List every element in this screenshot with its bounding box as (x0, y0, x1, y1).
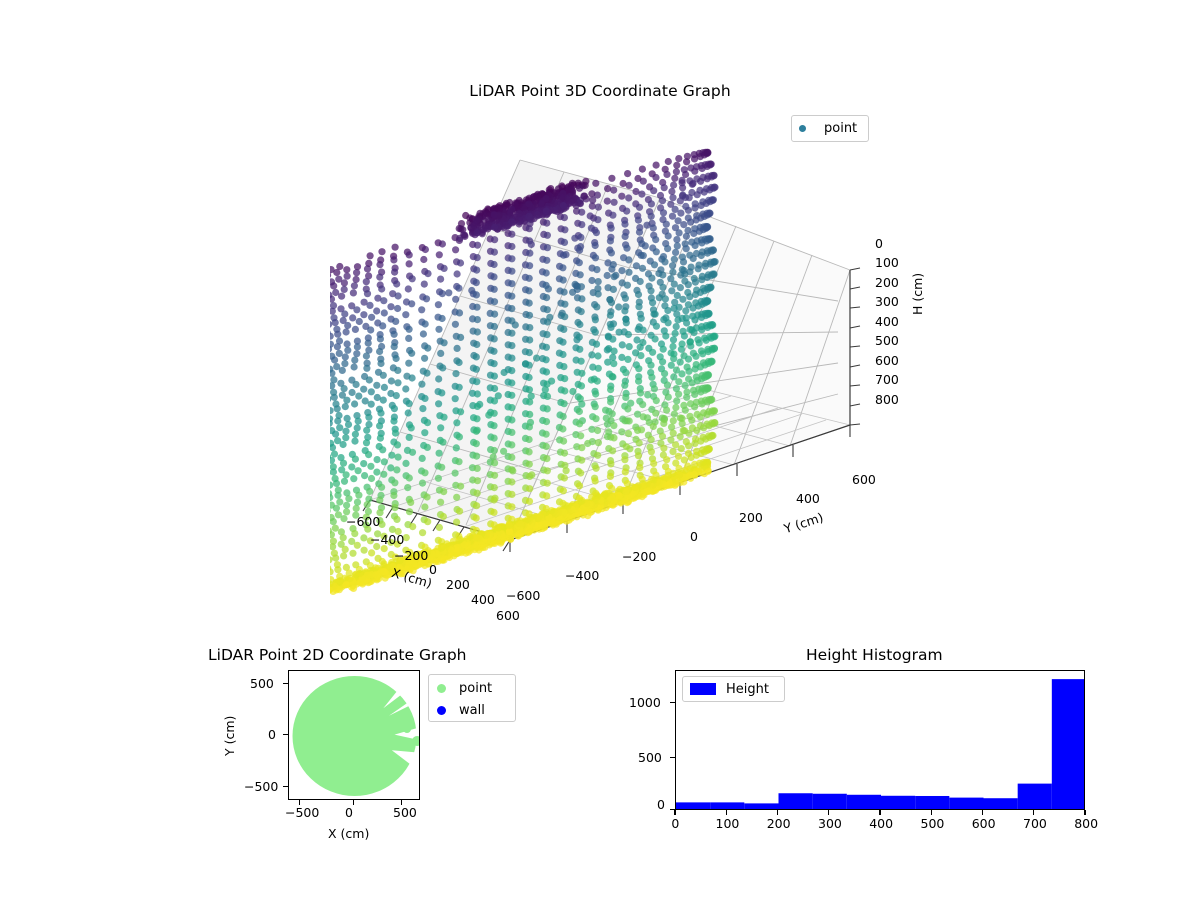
z-axis-label: H (cm) (910, 273, 925, 315)
plot2d-x-tickmark-500 (401, 800, 402, 805)
y-tick-200: 200 (739, 510, 763, 525)
histogram-title: Height Histogram (806, 646, 943, 664)
plot2d-y-tick-0: 0 (268, 727, 276, 742)
plot2d-x-tickmark-0 (353, 800, 354, 805)
y-tick-600: 600 (852, 472, 876, 487)
z-tick-0: 0 (875, 236, 883, 251)
plot2d-y-tick-neg500: −500 (244, 779, 278, 794)
plot3d-z-ticks (850, 268, 860, 425)
plot2d-point-cloud (293, 671, 421, 796)
z-tick-400: 400 (875, 314, 899, 329)
plot2d-y-tickmark-500 (283, 683, 288, 684)
hist-x-tickmark-300 (828, 810, 829, 815)
hist-x-tickmark-700 (1033, 810, 1034, 815)
legend-label-height: Height (726, 682, 769, 697)
hist-x-tick-400: 400 (869, 816, 893, 831)
hist-x-tickmark-0 (674, 810, 675, 815)
hist-x-tickmark-800 (1084, 810, 1085, 815)
z-tick-500: 500 (875, 333, 899, 348)
plot2d-y-tick-500: 500 (250, 676, 274, 691)
legend-label-point-2d: point (459, 681, 492, 696)
x-tick-neg200: −200 (394, 548, 428, 563)
height-swatch-icon (690, 683, 716, 695)
plot2d-y-tickmark-neg500 (283, 786, 288, 787)
hist-x-tick-200: 200 (767, 816, 791, 831)
hist-x-tick-600: 600 (972, 816, 996, 831)
legend-item-point-2d[interactable]: point (429, 677, 515, 699)
wall-marker-icon (437, 706, 446, 715)
hist-x-tickmark-500 (931, 810, 932, 815)
x-tick-neg400: −400 (370, 532, 404, 547)
hist-x-tick-700: 700 (1023, 816, 1047, 831)
histogram-legend: Height (682, 676, 785, 702)
plot2d-x-axis-label: X (cm) (328, 826, 369, 841)
hist-x-tick-500: 500 (921, 816, 945, 831)
plot2d-x-tick-0: 0 (345, 805, 353, 820)
x-tick-400: 400 (471, 592, 495, 607)
hist-x-tick-800: 800 (1074, 816, 1098, 831)
hist-y-tick-1000: 1000 (629, 695, 661, 710)
x-tick-neg600: −600 (346, 514, 380, 529)
plot3d-title: LiDAR Point 3D Coordinate Graph (0, 82, 1200, 100)
y-tick-0: 0 (690, 529, 698, 544)
plot2d-axes[interactable] (288, 670, 420, 800)
hist-x-tick-0: 0 (671, 816, 679, 831)
y-tick-neg400: −400 (565, 568, 599, 583)
legend-label-point: point (824, 121, 857, 136)
plot3d-legend: point (791, 115, 869, 142)
hist-x-tick-300: 300 (818, 816, 842, 831)
hist-y-tickmark-1000 (670, 702, 675, 703)
hist-y-tickmark-500 (670, 757, 675, 758)
y-tick-400: 400 (796, 491, 820, 506)
legend-item-wall[interactable]: wall (429, 699, 515, 721)
z-tick-300: 300 (875, 294, 899, 309)
plot2d-x-tickmark-neg500 (299, 800, 300, 805)
y-tick-neg200: −200 (622, 549, 656, 564)
x-tick-200: 200 (446, 577, 470, 592)
plot2d-y-tickmark-0 (283, 734, 288, 735)
plot2d-y-axis-label: Y (cm) (222, 716, 237, 756)
plot3d-axes[interactable]: 0 100 200 300 400 500 600 700 800 H (cm)… (330, 140, 950, 630)
figure-canvas: LiDAR Point 3D Coordinate Graph point (0, 0, 1200, 900)
plot2d-x-tick-500: 500 (393, 805, 417, 820)
hist-x-tickmark-400 (879, 810, 880, 815)
hist-x-tickmark-600 (982, 810, 983, 815)
plot2d-title: LiDAR Point 2D Coordinate Graph (208, 646, 466, 664)
z-tick-600: 600 (875, 353, 899, 368)
x-tick-600: 600 (496, 608, 520, 623)
y-tick-neg600: −600 (506, 588, 540, 603)
hist-y-tick-500: 500 (638, 750, 662, 765)
plot2d-x-tick-neg500: −500 (285, 805, 319, 820)
legend-label-wall: wall (459, 703, 485, 718)
z-tick-100: 100 (875, 255, 899, 270)
hist-x-tickmark-100 (726, 810, 727, 815)
point-marker-icon (437, 684, 446, 693)
hist-x-tick-100: 100 (716, 816, 740, 831)
plot2d-legend: point wall (428, 674, 516, 722)
hist-x-tickmark-200 (777, 810, 778, 815)
hist-y-tick-0: 0 (657, 797, 665, 812)
plot2d-canvas (289, 671, 420, 800)
z-tick-800: 800 (875, 392, 899, 407)
legend-item-point[interactable]: point (792, 116, 868, 141)
legend-item-height[interactable]: Height (683, 677, 784, 701)
z-tick-200: 200 (875, 275, 899, 290)
point-marker-icon (799, 125, 806, 132)
z-tick-700: 700 (875, 372, 899, 387)
